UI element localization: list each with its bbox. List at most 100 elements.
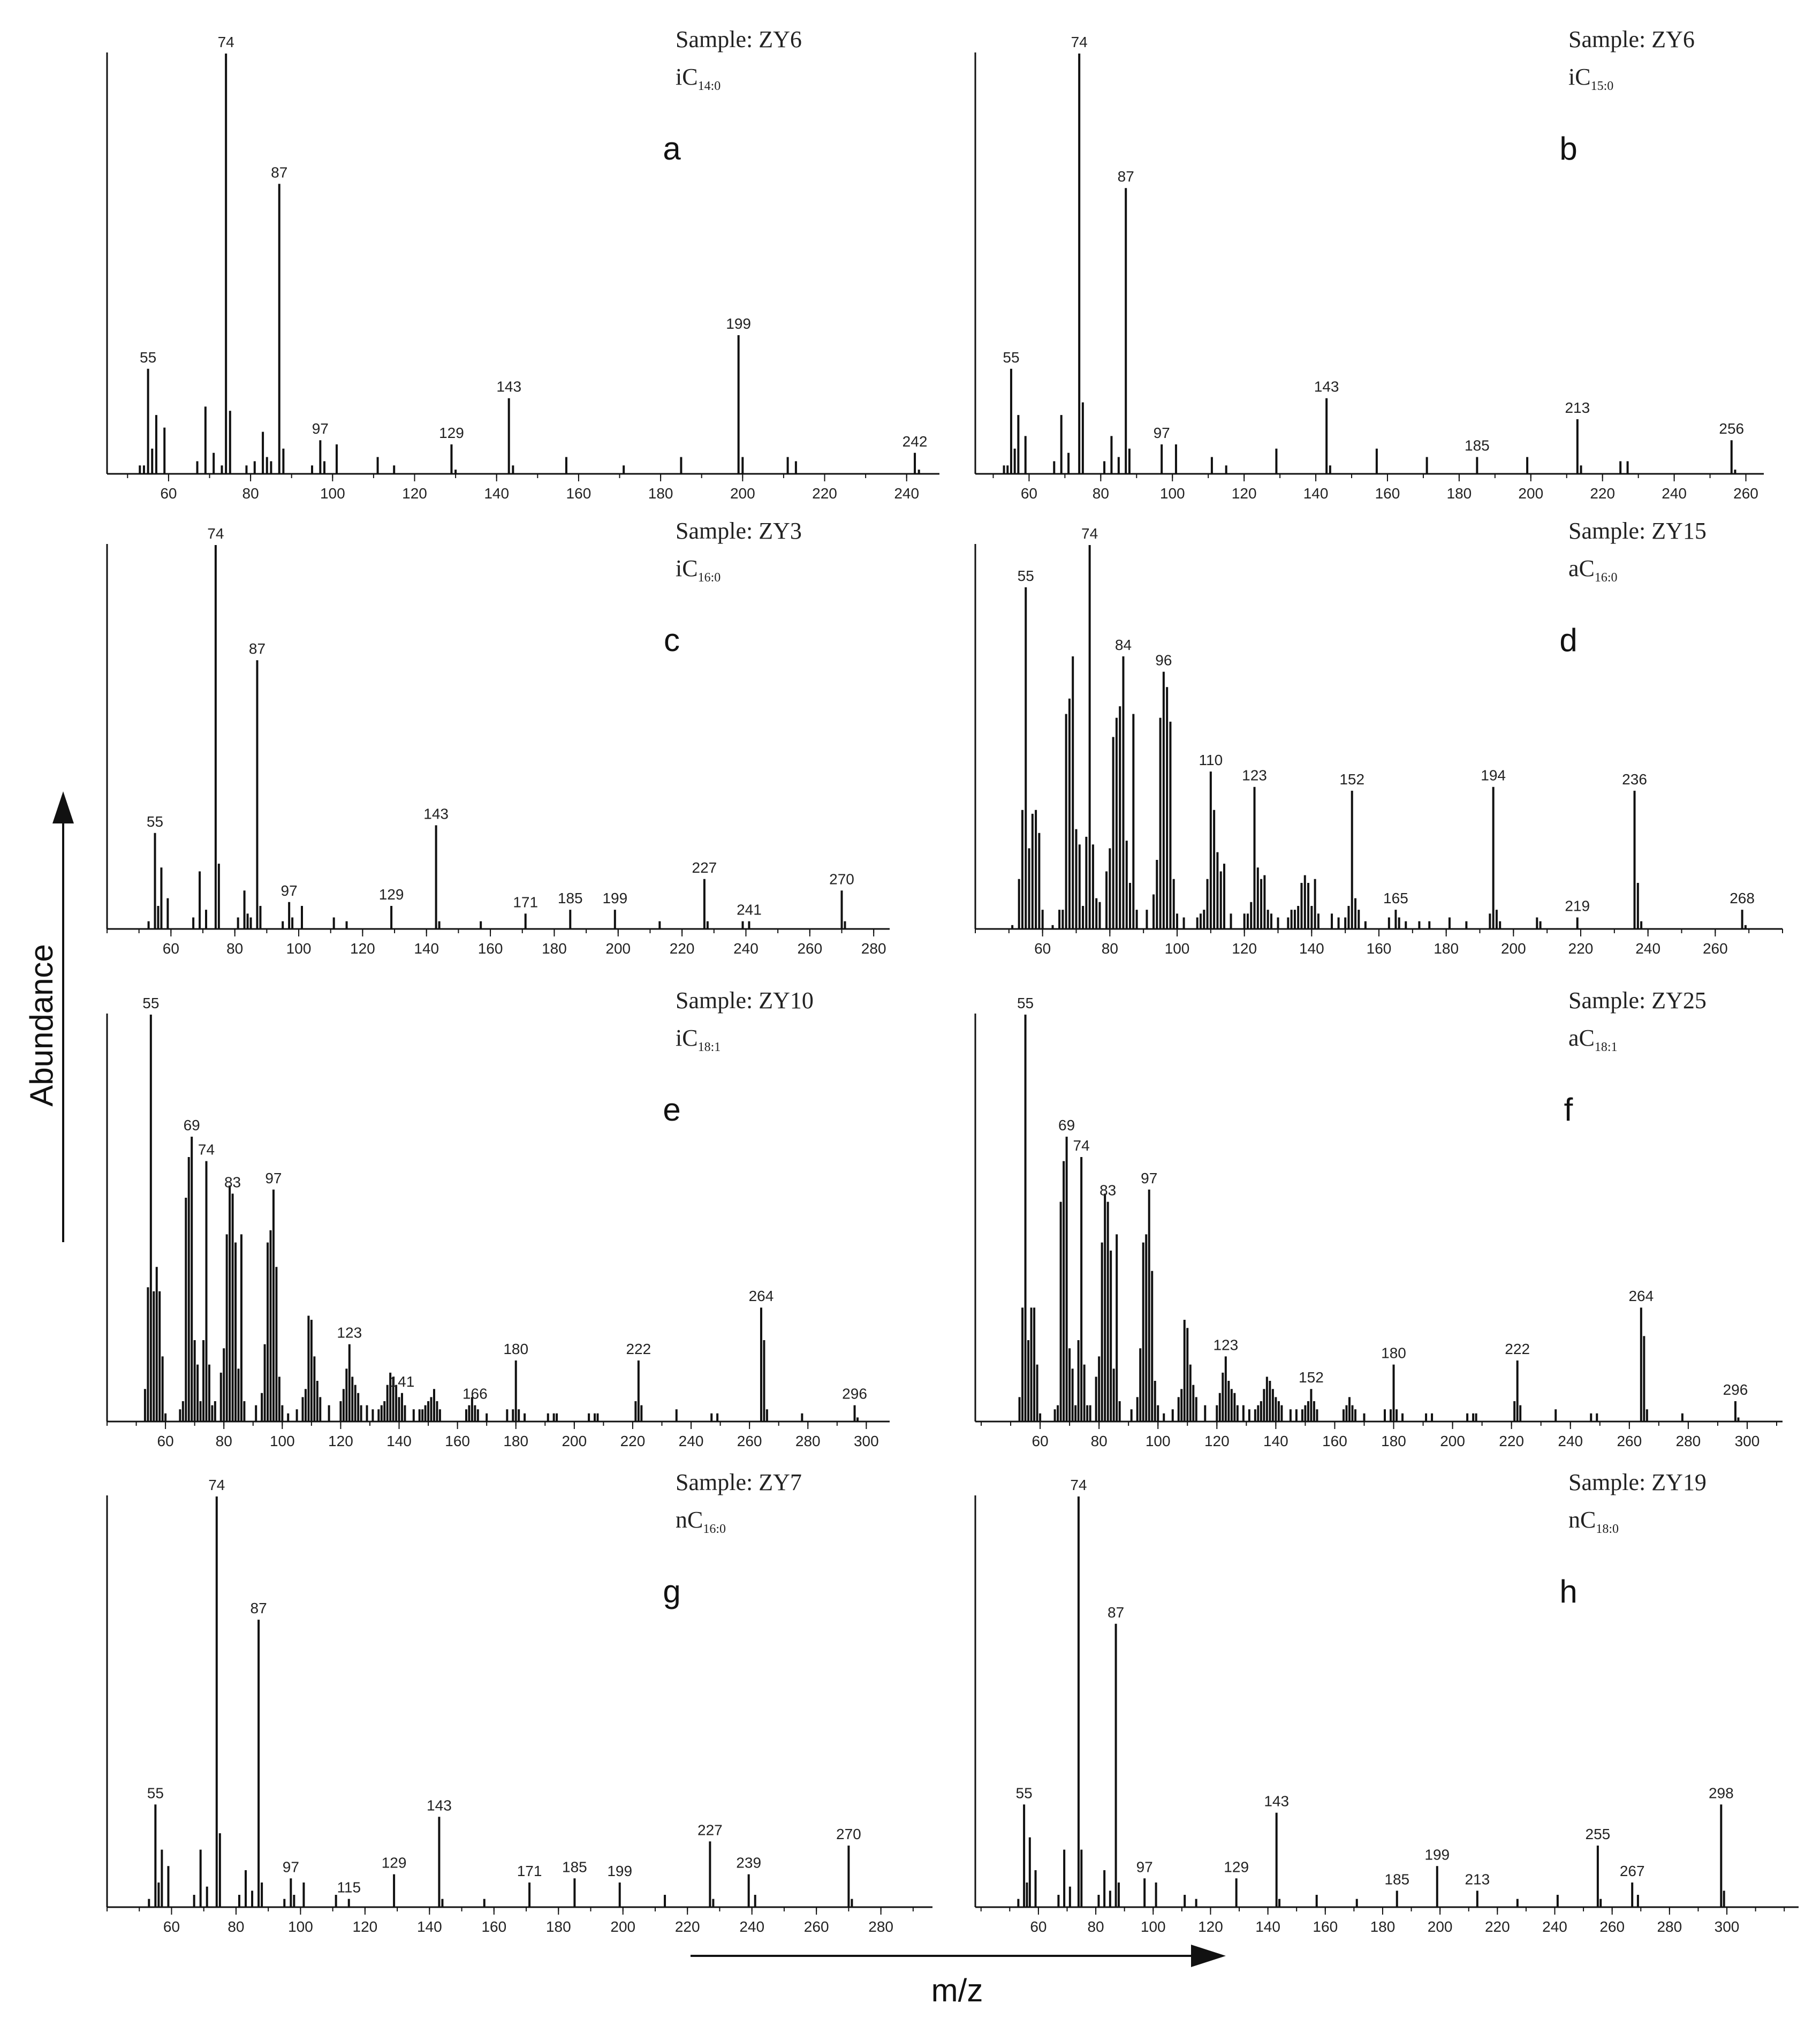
compound-main: iC bbox=[676, 64, 698, 90]
mz-arrow-head bbox=[1191, 1945, 1226, 1967]
peak-label: 96 bbox=[1155, 652, 1172, 669]
x-tick-label: 260 bbox=[1599, 1918, 1625, 1935]
compound-label: aC16:0 bbox=[1568, 555, 1618, 585]
x-tick-label: 200 bbox=[1501, 940, 1526, 957]
compound-label: aC18:1 bbox=[1568, 1025, 1618, 1054]
peak-label: 129 bbox=[382, 1855, 407, 1871]
panel-h: 60 80 100 120 140 160 180 200 220 240 260 280 300 55 7… bbox=[974, 1469, 1799, 1935]
x-tick-label: 100 bbox=[1141, 1918, 1166, 1935]
x-tick-label: 80 bbox=[226, 940, 243, 957]
compound-subscript: 18:1 bbox=[1595, 1040, 1618, 1054]
x-tick-label: 140 bbox=[1299, 940, 1324, 957]
peak-label: 270 bbox=[836, 1826, 861, 1842]
x-tick-label: 60 bbox=[1030, 1918, 1046, 1935]
compound-label: nC16:0 bbox=[676, 1507, 726, 1536]
x-tick-label: 160 bbox=[1313, 1918, 1338, 1935]
peak-label: 74 bbox=[1071, 34, 1088, 50]
x-tick-label: 180 bbox=[1434, 940, 1459, 957]
peak-label: 55 bbox=[147, 1785, 164, 1801]
x-tick-label: 220 bbox=[1568, 940, 1594, 957]
x-tick-label: 240 bbox=[1662, 485, 1687, 502]
panel-f: 60 80 100 120 140 160 180 200 220 240 260 280 300 55 6… bbox=[974, 987, 1783, 1449]
x-tick-label: 180 bbox=[1447, 485, 1472, 502]
x-tick-label: 240 bbox=[1558, 1433, 1583, 1449]
compound-subscript: 16:0 bbox=[698, 571, 721, 585]
peak-label: 219 bbox=[1565, 897, 1590, 914]
x-tick-label: 180 bbox=[1370, 1918, 1396, 1935]
peak-label: 55 bbox=[147, 813, 163, 830]
compound-subscript: 16:0 bbox=[703, 1522, 726, 1536]
x-tick-label: 240 bbox=[894, 485, 919, 502]
sample-label: Sample: ZY6 bbox=[676, 26, 802, 52]
peak-label: 239 bbox=[736, 1855, 761, 1871]
compound-subscript: 14:0 bbox=[698, 79, 721, 93]
x-tick-label: 300 bbox=[1715, 1918, 1740, 1935]
peak-label: 74 bbox=[207, 525, 224, 542]
peak-label: 69 bbox=[1058, 1117, 1075, 1133]
x-tick-label: 240 bbox=[1635, 940, 1660, 957]
x-tick-label: 80 bbox=[228, 1918, 244, 1935]
peak-label: 264 bbox=[1628, 1288, 1654, 1304]
x-tick-label: 200 bbox=[605, 940, 631, 957]
x-tick-label: 80 bbox=[216, 1433, 232, 1449]
peak-label: 143 bbox=[1264, 1793, 1289, 1810]
x-tick-label: 280 bbox=[1676, 1433, 1701, 1449]
x-tick-label: 140 bbox=[1303, 485, 1329, 502]
peak-label: 83 bbox=[1099, 1182, 1116, 1199]
x-tick-label: 180 bbox=[546, 1918, 571, 1935]
x-tick-label: 220 bbox=[1499, 1433, 1524, 1449]
peak-label: 171 bbox=[513, 894, 538, 910]
peak-label: 55 bbox=[140, 349, 156, 366]
x-tick-label: 120 bbox=[402, 485, 427, 502]
peak-label: 97 bbox=[1141, 1170, 1157, 1186]
x-tick-label: 60 bbox=[157, 1433, 174, 1449]
peak-label: 74 bbox=[1070, 1477, 1087, 1493]
x-tick-label: 200 bbox=[730, 485, 755, 502]
x-tick-label: 140 bbox=[484, 485, 509, 502]
peak-label: 236 bbox=[1622, 771, 1647, 788]
panel-letter: c bbox=[664, 622, 680, 658]
mz-axis: m/z bbox=[691, 1945, 1226, 2008]
peak-label: 110 bbox=[1199, 752, 1223, 768]
peak-label: 123 bbox=[337, 1325, 362, 1341]
x-tick-label: 180 bbox=[542, 940, 567, 957]
peak-label: 55 bbox=[1018, 568, 1034, 584]
peak-label: 74 bbox=[1081, 525, 1098, 542]
peak-label: 165 bbox=[1383, 890, 1408, 906]
x-tick-label: 260 bbox=[804, 1918, 829, 1935]
panel-letter: h bbox=[1559, 1574, 1577, 1609]
x-tick-label: 160 bbox=[478, 940, 503, 957]
x-tick-label: 80 bbox=[1093, 485, 1109, 502]
peak-label: 74 bbox=[218, 34, 234, 50]
x-tick-label: 100 bbox=[1165, 940, 1190, 957]
x-tick-label: 280 bbox=[868, 1918, 893, 1935]
compound-main: iC bbox=[676, 555, 698, 581]
x-tick-label: 240 bbox=[739, 1918, 764, 1935]
x-tick-label: 160 bbox=[1375, 485, 1400, 502]
peak-label: 84 bbox=[1115, 637, 1132, 653]
panels-group: 60 80 100 120 140 160 180 200 220 240 55 74 87 97 129 1… bbox=[106, 26, 1799, 1935]
peak-label: 194 bbox=[1481, 767, 1506, 784]
x-tick-label: 260 bbox=[1703, 940, 1728, 957]
peak-label: 199 bbox=[602, 890, 627, 906]
x-tick-label: 200 bbox=[1428, 1918, 1453, 1935]
x-tick-label: 100 bbox=[286, 940, 312, 957]
sample-label: Sample: ZY3 bbox=[676, 518, 802, 544]
peak-label: 180 bbox=[503, 1341, 528, 1357]
peak-label: 97 bbox=[281, 882, 298, 899]
compound-subscript: 18:1 bbox=[698, 1040, 721, 1054]
peak-label: 87 bbox=[1118, 168, 1134, 185]
compound-subscript: 18:0 bbox=[1596, 1522, 1619, 1536]
x-tick-label: 280 bbox=[795, 1433, 821, 1449]
peak-label: 241 bbox=[737, 902, 762, 918]
x-tick-label: 180 bbox=[1381, 1433, 1406, 1449]
peak-label: 74 bbox=[198, 1141, 215, 1158]
x-tick-label: 260 bbox=[797, 940, 822, 957]
panel-a: 60 80 100 120 140 160 180 200 220 240 55 74 87 97 129 1… bbox=[106, 26, 939, 502]
compound-main: iC bbox=[676, 1025, 698, 1051]
x-tick-label: 200 bbox=[610, 1918, 635, 1935]
peak-label: 296 bbox=[842, 1386, 867, 1402]
x-tick-label: 180 bbox=[503, 1433, 528, 1449]
x-tick-label: 160 bbox=[1367, 940, 1392, 957]
sample-label: Sample: ZY10 bbox=[676, 987, 814, 1014]
